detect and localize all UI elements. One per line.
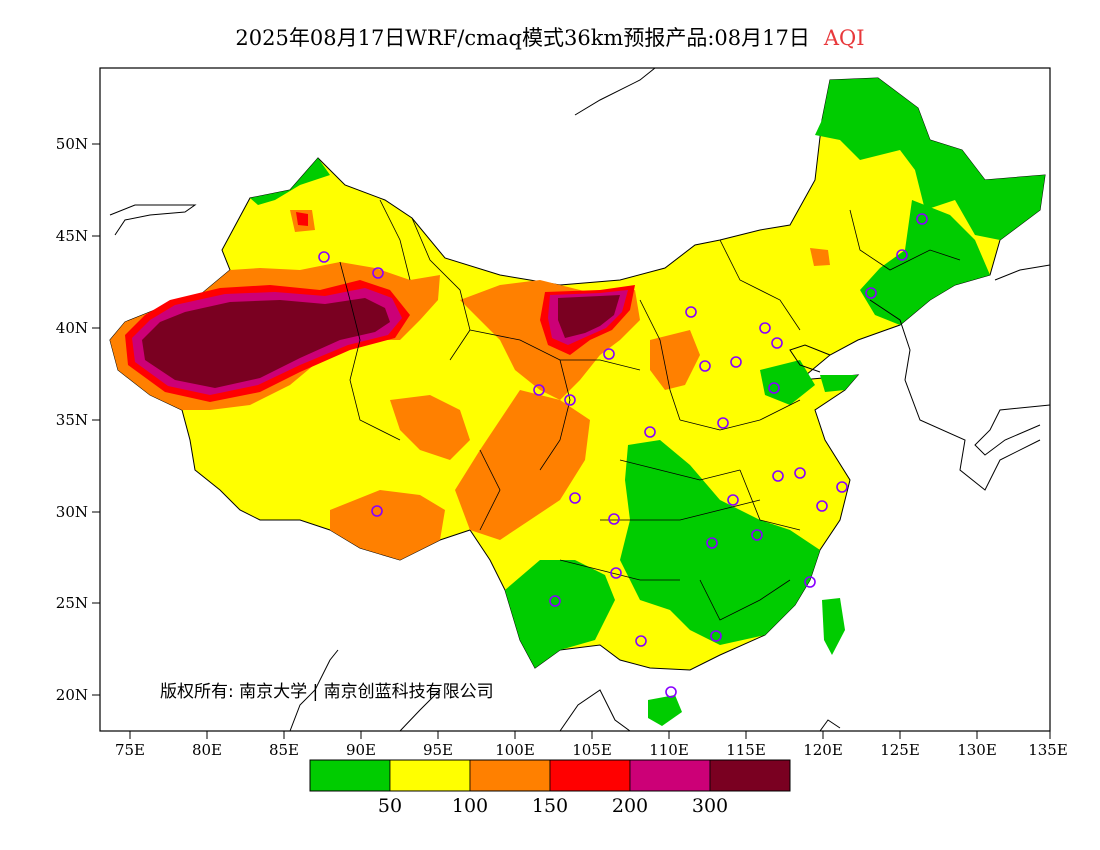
- map-title: 2025年08月17日WRF/cmaq模式36km预报产品:08月17日 AQI: [0, 22, 1100, 52]
- lat-tick-label: 35N: [56, 411, 88, 429]
- legend-label: 300: [692, 795, 728, 817]
- hazardous-regions: [142, 295, 620, 388]
- coastlines: [109, 68, 1050, 731]
- legend-label: 150: [532, 795, 568, 817]
- legend-swatch: [469, 759, 551, 792]
- lon-tick-label: 95E: [423, 741, 453, 759]
- lon-tick-label: 100E: [495, 741, 535, 759]
- lon-tick-label: 125E: [880, 741, 920, 759]
- lon-tick-label: 120E: [803, 741, 843, 759]
- lon-tick-label: 105E: [572, 741, 612, 759]
- lat-tick-label: 20N: [56, 686, 88, 704]
- lon-tick-label: 80E: [192, 741, 222, 759]
- lat-tick-label: 45N: [56, 227, 88, 245]
- title-text: 2025年08月17日WRF/cmaq模式36km预报产品:08月17日: [235, 26, 810, 50]
- copyright-text: 版权所有: 南京大学 | 南京创蓝科技有限公司: [160, 682, 494, 702]
- lat-tick-label: 50N: [56, 135, 88, 153]
- map-area: 版权所有: 南京大学 | 南京创蓝科技有限公司: [109, 68, 1050, 731]
- lat-tick-label: 30N: [56, 503, 88, 521]
- lat-tick-label: 25N: [56, 594, 88, 612]
- lon-tick-label: 130E: [957, 741, 997, 759]
- legend-swatch: [389, 759, 471, 792]
- legend-swatch: [309, 759, 391, 792]
- lon-tick-label: 85E: [269, 741, 299, 759]
- lon-tick-label: 110E: [649, 741, 689, 759]
- legend-frame: [309, 759, 791, 792]
- legend-label: 200: [612, 795, 648, 817]
- title-variable: AQI: [823, 26, 865, 50]
- map-frame: [99, 67, 1051, 732]
- lon-axis: 75E 80E 85E 90E 95E 100E 105E 110E 115E …: [115, 731, 1068, 759]
- lat-tick-label: 40N: [56, 319, 88, 337]
- legend-swatch: [549, 759, 631, 792]
- station-markers: [318, 213, 928, 698]
- legend-label: 100: [452, 795, 488, 817]
- lon-tick-label: 90E: [346, 741, 376, 759]
- legend-swatch: [709, 759, 791, 792]
- color-legend: 50 100 150 200 300: [309, 759, 791, 817]
- legend-label: 50: [378, 795, 402, 817]
- legend-swatch: [629, 759, 711, 792]
- lon-tick-label: 115E: [726, 741, 766, 759]
- lat-axis: 50N 45N 40N 35N 30N 25N 20N: [56, 135, 100, 704]
- lon-tick-label: 135E: [1028, 741, 1068, 759]
- province-borders: [339, 199, 961, 621]
- lon-tick-label: 75E: [115, 741, 145, 759]
